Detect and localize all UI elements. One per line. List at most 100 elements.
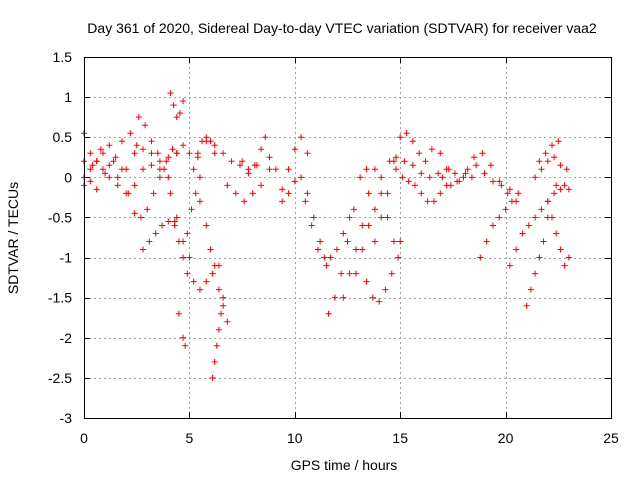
data-point [87,166,94,173]
series-track-14 [209,294,227,381]
data-point [133,142,140,149]
data-point [180,142,187,149]
data-point [175,238,182,245]
data-point [437,150,444,157]
data-point [462,170,469,177]
data-point [165,218,172,225]
data-point [239,158,246,165]
data-point [93,158,100,165]
data-point [218,310,225,317]
data-point [118,138,125,145]
data-point [114,174,121,181]
series-track-9 [173,138,260,173]
data-point [557,162,564,169]
data-point [384,190,391,197]
data-point [405,178,412,185]
data-point [298,174,305,181]
series-track-26 [392,154,475,181]
data-point [148,150,155,157]
data-point [317,238,324,245]
data-point [114,182,121,189]
data-point [496,214,503,221]
data-point [182,342,189,349]
data-point [344,238,351,245]
data-point [87,178,94,185]
data-point [470,154,477,161]
data-point [416,150,423,157]
data-point [532,214,539,221]
x-tick-label: 0 [80,430,88,446]
series-track-4 [81,158,172,197]
data-point [352,270,359,277]
data-point [241,198,248,205]
data-point [146,238,153,245]
data-point [331,294,338,301]
data-point [538,166,545,173]
data-point [363,278,370,285]
data-point [266,154,273,161]
data-point [203,278,210,285]
data-point [321,254,328,261]
data-point [397,134,404,141]
series-track-25 [386,158,450,205]
data-point [224,182,231,189]
data-point [340,294,347,301]
data-point [310,214,317,221]
data-point [487,162,494,169]
data-point [392,154,399,161]
data-point [371,206,378,213]
data-point [536,254,543,261]
data-point [180,334,187,341]
data-point [371,238,378,245]
data-point [158,222,165,229]
data-point [479,150,486,157]
data-point [439,174,446,181]
data-point [140,146,147,153]
data-point [173,150,180,157]
series-track-31 [523,214,551,309]
data-point [523,302,530,309]
y-tick-label: -3 [60,410,73,426]
data-point [544,198,551,205]
data-point [553,230,560,237]
series-track-33 [536,138,562,165]
data-point [536,158,543,165]
series-track-6 [140,218,178,253]
data-point [211,150,218,157]
series-track-8 [171,222,222,293]
series-track-11 [184,174,203,237]
series-track-22 [352,190,404,277]
series-track-20 [325,166,370,317]
data-point [224,318,231,325]
data-point [196,286,203,293]
x-tick-label: 5 [186,430,194,446]
data-point [258,146,265,153]
y-tick-label: 0 [64,169,72,185]
data-point [359,246,366,253]
data-point [548,142,555,149]
data-point [325,310,332,317]
data-point [422,158,429,165]
data-point [340,230,347,237]
data-point [102,170,109,177]
data-point [456,178,463,185]
data-point [152,230,159,237]
x-tick-label: 25 [603,430,619,446]
data-point [302,198,309,205]
data-point [228,158,235,165]
data-point [352,246,359,253]
series-track-29 [477,190,522,261]
data-point [142,122,149,129]
data-point [563,166,570,173]
data-point [93,186,100,193]
data-point [262,134,269,141]
data-point [170,102,177,109]
data-point [489,178,496,185]
data-point [173,214,180,221]
data-point [314,246,321,253]
data-point [538,206,545,213]
series-track-17 [266,134,311,193]
data-point [386,158,393,165]
data-point [154,150,161,157]
data-point [350,206,357,213]
